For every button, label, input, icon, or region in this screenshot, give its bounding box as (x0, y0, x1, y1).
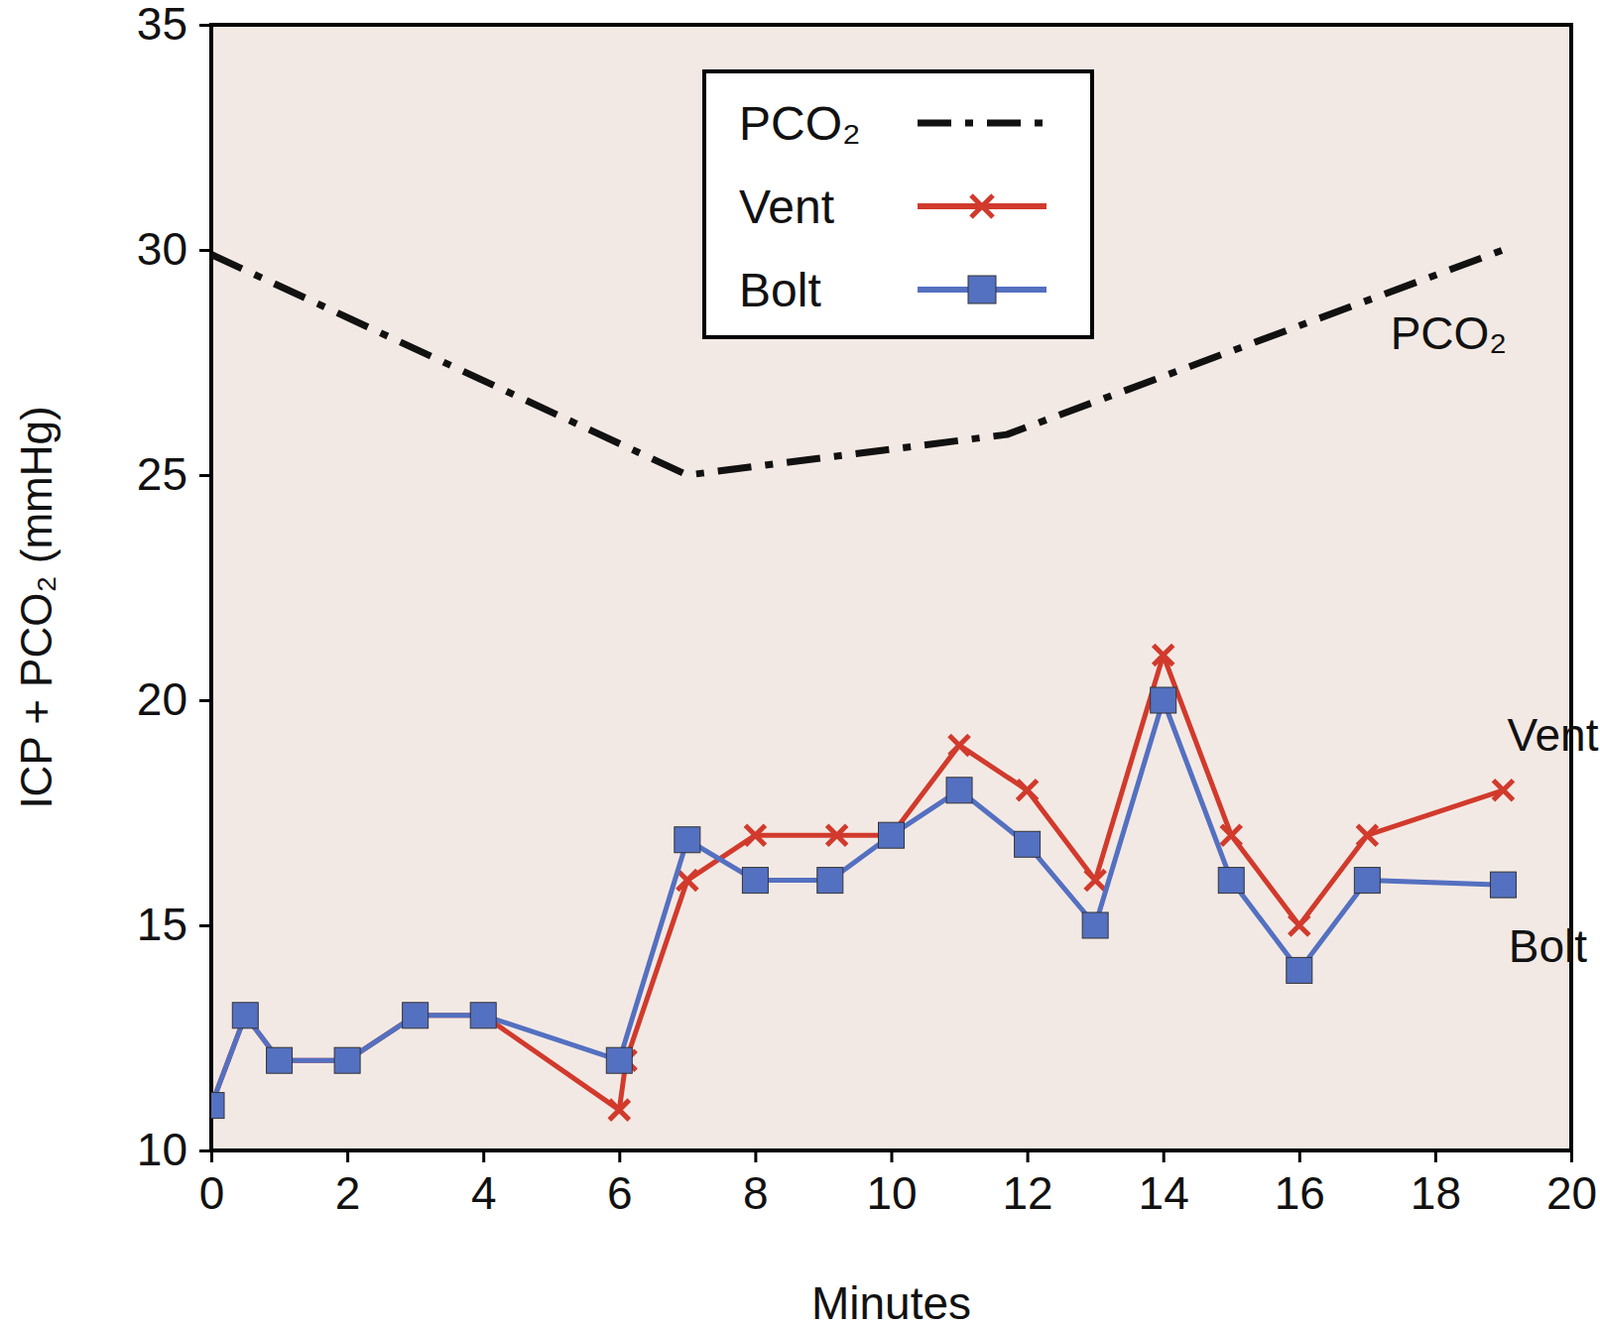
series-marker (609, 1100, 629, 1120)
series-marker (470, 1002, 496, 1029)
x-axis-title: Minutes (811, 1277, 972, 1327)
series-marker (1218, 867, 1244, 894)
x-tick-label: 6 (607, 1167, 633, 1220)
x-tick-label: 12 (1002, 1167, 1054, 1220)
series-marker (402, 1002, 429, 1029)
plot-frame (211, 24, 1572, 1151)
y-tick-label: 15 (136, 898, 188, 951)
series-marker (946, 777, 973, 804)
y-axis: 10 15 20 25 30 35 (136, 0, 213, 1176)
legend-marker (968, 275, 996, 304)
y-tick-label: 20 (136, 673, 188, 726)
series-annotation: Bolt (1508, 920, 1588, 973)
x-tick: 0 (199, 1150, 226, 1220)
series-marker (744, 825, 765, 846)
series-marker (1289, 915, 1310, 936)
legend-label: Bolt (738, 263, 822, 317)
series-annotation: Vent (1506, 709, 1599, 761)
x-tick-label: 0 (199, 1167, 226, 1220)
x-tick: 10 (865, 1150, 917, 1220)
legend: PCO₂ Vent Bolt (704, 71, 1093, 338)
x-axis: 0 2 4 6 8 10 12 14 16 18 20 (199, 1150, 1598, 1220)
y-tick: 35 (136, 0, 212, 50)
series-marker (1286, 957, 1313, 984)
x-tick-label: 20 (1546, 1167, 1598, 1220)
series-marker (677, 870, 698, 891)
series-marker (606, 1047, 632, 1074)
x-tick: 8 (742, 1150, 769, 1220)
series-marker (1082, 912, 1108, 939)
x-tick: 2 (335, 1150, 362, 1220)
x-tick: 20 (1546, 1150, 1598, 1220)
series-line (211, 700, 1503, 1107)
plot-background (211, 24, 1572, 1151)
plot-data (211, 249, 1516, 1120)
x-tick: 18 (1410, 1150, 1462, 1220)
series-marker (1153, 645, 1174, 666)
legend-marker (971, 195, 993, 218)
series-marker (266, 1047, 293, 1074)
legend-swatch (917, 120, 1047, 127)
series-annotation: PCO₂ (1390, 307, 1508, 360)
y-tick-label: 25 (136, 448, 188, 500)
y-tick: 25 (136, 448, 212, 500)
series-marker (949, 735, 970, 755)
y-tick-label: 30 (136, 223, 188, 275)
x-tick: 16 (1274, 1150, 1326, 1220)
legend-label: PCO₂ (738, 97, 862, 150)
y-tick: 20 (136, 673, 212, 726)
series-marker (1017, 780, 1038, 801)
y-tick-label: 35 (136, 0, 188, 50)
chart: 0 2 4 6 8 10 12 14 16 18 20 10 15 20 25 30 35 Minutes ICP … (0, 0, 1600, 1327)
x-tick-label: 18 (1410, 1167, 1462, 1220)
x-tick: 12 (1002, 1150, 1054, 1220)
x-tick: 4 (471, 1150, 497, 1220)
x-tick: 6 (607, 1150, 633, 1220)
y-axis-title: ICP + PCO₂ (mmHg) (11, 405, 61, 809)
series-marker (674, 827, 701, 854)
series-marker (1014, 831, 1041, 858)
x-tick-label: 2 (335, 1167, 362, 1220)
legend-label: Vent (738, 180, 835, 234)
x-tick-label: 4 (471, 1167, 497, 1220)
x-tick-label: 14 (1138, 1167, 1190, 1220)
series-line (211, 655, 1503, 1111)
series-marker (1221, 825, 1241, 846)
series-marker (1492, 780, 1513, 801)
series-marker (1353, 867, 1380, 894)
series-marker (334, 1047, 361, 1074)
series-marker (741, 867, 768, 894)
x-tick: 14 (1138, 1150, 1190, 1220)
x-tick-label: 8 (742, 1167, 769, 1220)
legend-box (704, 71, 1093, 338)
x-tick-label: 16 (1274, 1167, 1326, 1220)
series-marker (1150, 687, 1177, 714)
x-tick-label: 10 (865, 1167, 917, 1220)
series-marker (211, 1093, 225, 1119)
series-marker (1356, 825, 1377, 846)
series-marker (1085, 870, 1106, 891)
x-axis-line (212, 1151, 1573, 1164)
series-marker (232, 1002, 258, 1029)
y-tick: 30 (136, 223, 212, 275)
y-tick: 15 (136, 898, 212, 951)
series-marker (1489, 871, 1516, 898)
series-marker (827, 825, 848, 846)
series-marker (878, 822, 905, 849)
series-marker (817, 867, 844, 894)
y-tick-label: 10 (136, 1123, 188, 1176)
y-tick: 10 (136, 1123, 212, 1176)
